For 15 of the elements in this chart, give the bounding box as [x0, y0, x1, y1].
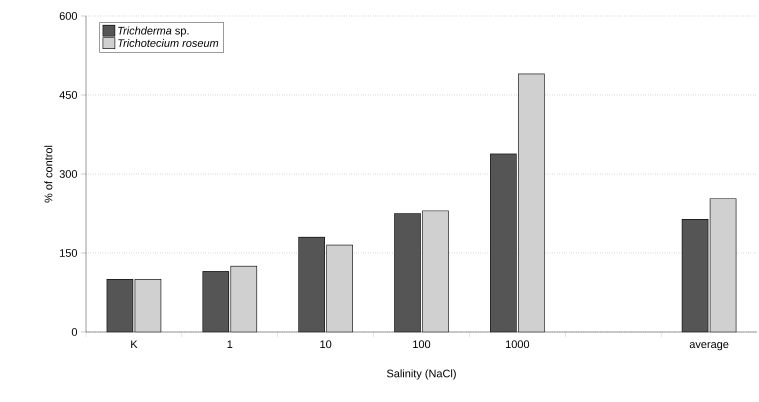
- y-tick-label: 150: [60, 249, 78, 257]
- legend-label: Trichotecium roseum: [118, 38, 218, 47]
- x-tick-label: average: [690, 342, 728, 350]
- x-tick-label: 1000: [506, 340, 530, 348]
- x-tick-label: 100: [413, 340, 430, 348]
- y-tick-label: 300: [60, 170, 78, 178]
- x-tick-label: 10: [320, 340, 332, 348]
- y-tick-label: 450: [59, 91, 78, 99]
- x-tick-label: K: [131, 340, 138, 348]
- y-axis-title: % of control: [44, 146, 52, 203]
- y-tick-label: 600: [60, 12, 78, 20]
- y-tick-label: 0: [72, 328, 78, 336]
- x-tick-label: 1: [228, 340, 232, 348]
- x-axis-title: Salinity (NaCl): [386, 369, 456, 380]
- legend-label: Trichderma sp.: [118, 26, 188, 37]
